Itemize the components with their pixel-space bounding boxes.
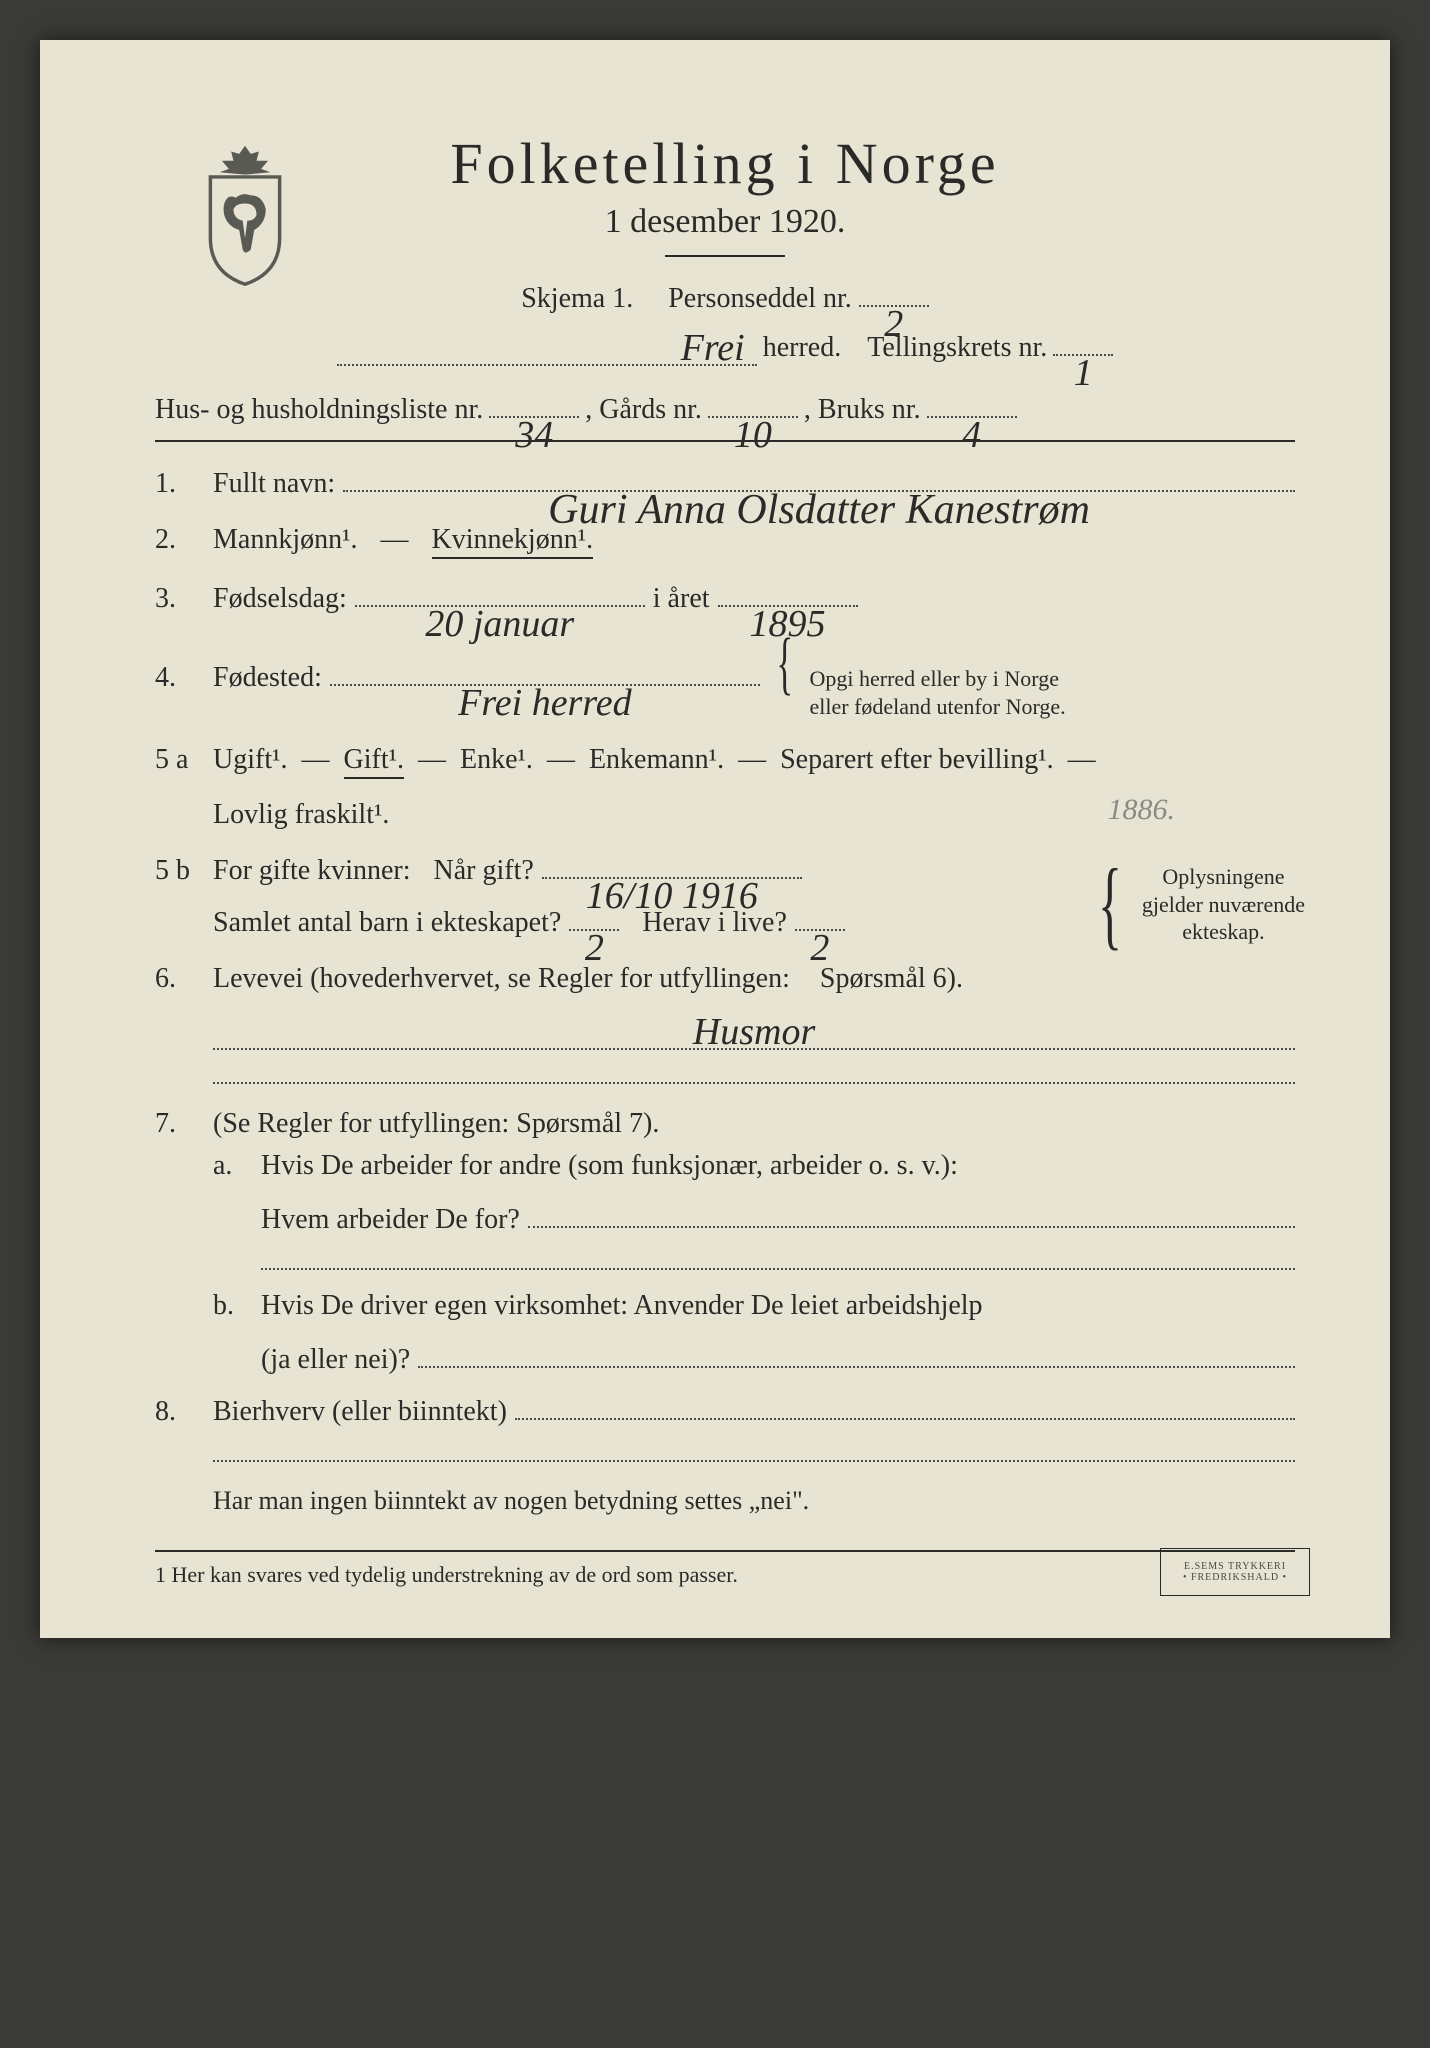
herred-name: Frei (681, 327, 745, 369)
bruks-label: , Bruks nr. (804, 394, 921, 426)
liste-line: Hus- og husholdningsliste nr. 34 , Gårds… (155, 394, 1295, 426)
q5a-pencil-year: 1886. (1108, 793, 1176, 827)
q5b-side-note: { Oplysningene gjelder nuværende ekteska… (1086, 863, 1305, 946)
header-divider (155, 440, 1295, 442)
q2-num: 2. (155, 524, 199, 556)
q5b-nargift: Når gift? (434, 855, 534, 887)
q5a-fraskilt: Lovlig fraskilt¹. (213, 799, 389, 831)
q7a-text1: Hvis De arbeider for andre (som funksjon… (261, 1150, 1295, 1182)
q8-label: Bierhverv (eller biinntekt) (213, 1396, 507, 1428)
question-7b: b. Hvis De driver egen virksomhet: Anven… (213, 1290, 1295, 1376)
question-4: 4. Fødested: Frei herred { Opgi herred e… (155, 639, 1295, 720)
q7b-text2: (ja eller nei)? (261, 1344, 410, 1376)
q5a-num: 5 a (155, 744, 199, 776)
q4-note: Opgi herred eller by i Norge eller fødel… (810, 665, 1066, 720)
form-date: 1 desember 1920. (155, 203, 1295, 241)
q7-num: 7. (155, 1108, 199, 1140)
q5b-barn-label: Samlet antal barn i ekteskapet? (213, 907, 561, 939)
q7b-text1: Hvis De driver egen virksomhet: Anvender… (261, 1290, 1295, 1322)
q5a-gift: Gift¹. (344, 744, 405, 779)
gards-label: , Gårds nr. (585, 394, 702, 426)
q8-num: 8. (155, 1396, 199, 1428)
question-5a: 5 a Ugift¹. — Gift¹. — Enke¹. — Enkemann… (155, 744, 1295, 831)
brace-icon: { (776, 639, 793, 688)
q6-label2: Spørsmål 6). (820, 963, 963, 995)
skjema-label: Skjema 1. (521, 283, 633, 314)
form-header: Folketelling i Norge 1 desember 1920. Sk… (155, 130, 1295, 366)
blank-line (213, 1056, 1295, 1084)
form-title: Folketelling i Norge (155, 130, 1295, 197)
q1-num: 1. (155, 468, 199, 500)
q5a-ugift: Ugift¹. (213, 744, 288, 776)
footnote-text: 1 Her kan svares ved tydelig understrekn… (155, 1562, 1295, 1588)
herred-label: herred. (763, 332, 842, 364)
q5b-label: For gifte kvinner: (213, 855, 411, 887)
herred-line: Frei herred. Tellingskrets nr. 1 (155, 329, 1295, 366)
q7b-label: b. (213, 1290, 243, 1322)
question-7a: a. Hvis De arbeider for andre (som funks… (213, 1150, 1295, 1270)
question-1: 1. Fullt navn: Guri Anna Olsdatter Kanes… (155, 468, 1295, 500)
title-rule (665, 255, 785, 257)
q6-num: 6. (155, 963, 199, 995)
q6-label: Levevei (hovederhvervet, se Regler for u… (213, 963, 790, 995)
q3-label: Fødselsdag: (213, 583, 347, 615)
blank-line (213, 1434, 1295, 1462)
footer-note: Har man ingen biinntekt av nogen betydni… (213, 1486, 1295, 1516)
q3-year-label: i året (653, 583, 710, 615)
q3-num: 3. (155, 583, 199, 615)
question-7: 7. (Se Regler for utfyllingen: Spørsmål … (155, 1108, 1295, 1140)
brace-icon: { (1098, 869, 1122, 939)
q6-value: Husmor (693, 1011, 815, 1053)
q5a-enkemann: Enkemann¹. (589, 744, 724, 776)
q7a-text2: Hvem arbeider De for? (261, 1204, 520, 1236)
printer-stamp: E.SEMS TRYKKERI • FREDRIKSHALD • (1160, 1548, 1310, 1596)
q2-kvinne: Kvinnekjønn¹. (432, 524, 594, 559)
q2-mann: Mannkjønn¹. (213, 524, 358, 556)
q4-label: Fødested: (213, 662, 322, 694)
footnote-rule (155, 1550, 1295, 1552)
q4-num: 4. (155, 662, 199, 694)
question-2: 2. Mannkjønn¹. — Kvinnekjønn¹. (155, 524, 1295, 559)
census-form-page: Folketelling i Norge 1 desember 1920. Sk… (40, 40, 1390, 1638)
blank-line (261, 1242, 1295, 1270)
q7-label: (Se Regler for utfyllingen: Spørsmål 7). (213, 1108, 659, 1139)
question-5b: 5 b For gifte kvinner: Når gift? 16/10 1… (155, 855, 1295, 939)
q5b-num: 5 b (155, 855, 199, 887)
q5a-enke: Enke¹. (460, 744, 533, 776)
q1-label: Fullt navn: (213, 468, 335, 500)
skjema-line: Skjema 1. Personseddel nr. 2 (155, 283, 1295, 315)
question-3: 3. Fødselsdag: 20 januar i året 1895 (155, 583, 1295, 615)
q7a-label: a. (213, 1150, 243, 1182)
liste-label: Hus- og husholdningsliste nr. (155, 394, 483, 426)
question-6: 6. Levevei (hovederhvervet, se Regler fo… (155, 963, 1295, 1084)
personseddel-label: Personseddel nr. (668, 283, 852, 314)
question-8: 8. Bierhverv (eller biinntekt) (155, 1396, 1295, 1462)
q5a-separert: Separert efter bevilling¹. (780, 744, 1054, 776)
coat-of-arms-icon (185, 140, 305, 290)
